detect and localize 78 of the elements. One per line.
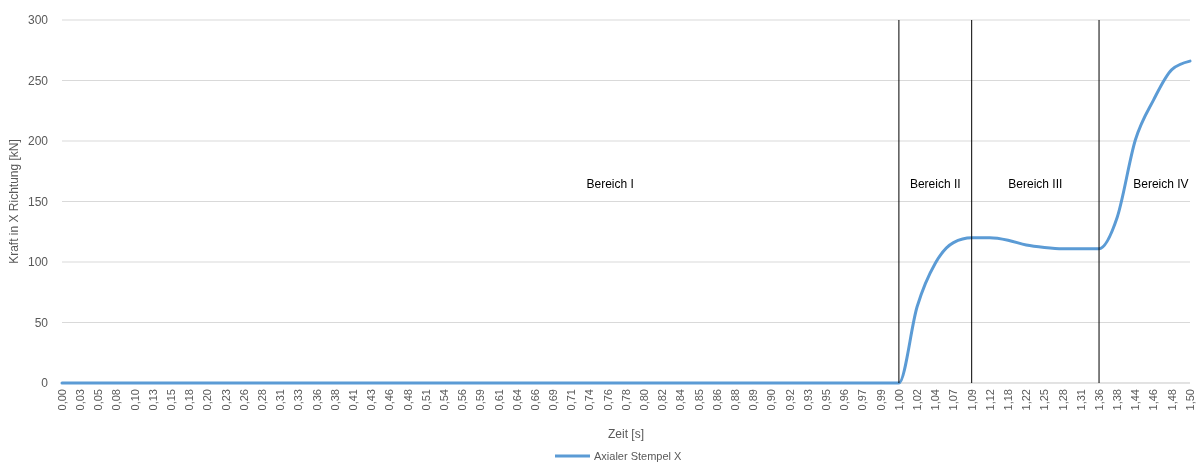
y-tick-label: 150 (27, 194, 49, 209)
legend-label: Axialer Stempel X (594, 449, 683, 462)
x-tick-label: 1,04 (929, 389, 942, 411)
x-tick-label: 0,84 (674, 389, 687, 411)
y-tick-label: 300 (27, 13, 49, 28)
x-tick-label: 0,00 (55, 389, 68, 411)
annotation: Bereich II (909, 176, 961, 191)
x-tick-label: 1,02 (910, 389, 923, 411)
x-tick-label: 0,59 (474, 389, 487, 411)
line-series (60, 59, 1192, 385)
y-tick-label: 50 (34, 315, 49, 330)
x-tick-label: 0,61 (492, 389, 505, 411)
x-tick-label: 0,66 (528, 389, 541, 411)
x-tick-label: 0,86 (710, 389, 723, 411)
x-axis-title: Zeit [s] (607, 427, 645, 441)
x-tick-label: 1,44 (1129, 389, 1142, 411)
x-tick-label: 1,00 (892, 389, 905, 411)
x-tick-label: 0,82 (656, 389, 669, 411)
x-tick-label: 0,13 (146, 389, 159, 411)
x-tick-label: 0,71 (565, 389, 578, 411)
x-tick-label: 0,80 (638, 389, 651, 411)
x-tick-label: 0,56 (456, 389, 469, 411)
x-tick-label: 0,78 (619, 389, 632, 411)
y-axis-title: Kraft in X Richtung [kN] (7, 139, 21, 264)
x-tick-label: 0,51 (419, 389, 432, 411)
annotation: Bereich III (1008, 176, 1063, 191)
x-tick-label: 0,36 (310, 389, 323, 411)
x-tick-label: 0,90 (765, 389, 778, 411)
x-tick-label: 0,92 (783, 389, 796, 411)
x-tick-label: 0,99 (874, 389, 887, 411)
x-tick-label: 0,20 (201, 389, 214, 411)
x-tick-label: 1,36 (1092, 389, 1105, 411)
x-tick-label: 1,12 (983, 389, 996, 411)
x-tick-label: 0,03 (74, 389, 87, 411)
y-tick-label: 200 (27, 134, 49, 149)
x-tick-label: 0,64 (510, 389, 523, 411)
x-tick-label: 1,28 (1056, 389, 1069, 411)
x-tick-label: 0,05 (92, 389, 105, 411)
x-tick-label: 1,18 (1001, 389, 1014, 411)
x-tick-label: 0,96 (838, 389, 851, 411)
x-tick-label: 1,46 (1147, 389, 1160, 411)
annotation: Bereich IV (1133, 176, 1189, 191)
x-tick-label: 0,38 (328, 389, 341, 411)
x-tick-label: 0,41 (346, 389, 359, 411)
x-tick-label: 0,93 (801, 389, 814, 411)
x-tick-label: 0,33 (292, 389, 305, 411)
x-tick-label: 1,22 (1020, 389, 1033, 411)
x-tick-label: 0,28 (255, 389, 268, 411)
x-tick-label: 0,76 (601, 389, 614, 411)
x-tick-label: 0,69 (547, 389, 560, 411)
x-tick-label: 0,18 (183, 389, 196, 411)
x-tick-label: 1,07 (947, 389, 960, 411)
x-tick-label: 0,08 (110, 389, 123, 411)
x-tick-label: 0,88 (729, 389, 742, 411)
x-tick-label: 0,23 (219, 389, 232, 411)
x-tick-label: 0,74 (583, 389, 596, 411)
x-tick-label: 1,25 (1038, 389, 1051, 411)
x-tick-label: 0,95 (819, 389, 832, 411)
x-tick-label: 0,10 (128, 389, 141, 411)
x-tick-label: 0,46 (383, 389, 396, 411)
x-tick-label: 1,48 (1165, 389, 1178, 411)
x-tick-label: 0,89 (747, 389, 760, 411)
x-tick-label: 1,31 (1074, 389, 1087, 411)
x-tick-label: 0,31 (274, 389, 287, 411)
x-tick-label: 0,26 (237, 389, 250, 411)
x-tick-label: 0,54 (437, 389, 450, 411)
x-tick-label: 1,38 (1111, 389, 1124, 411)
x-tick-label: 0,15 (165, 389, 178, 411)
x-tick-label: 0,48 (401, 389, 414, 411)
x-tick-label: 0,85 (692, 389, 705, 411)
y-tick-label: 100 (27, 255, 49, 270)
y-tick-label: 0 (41, 376, 49, 391)
x-tick-label: 1,50 (1183, 389, 1196, 411)
x-tick-label: 1,09 (965, 389, 978, 411)
annotation: Bereich I (586, 176, 634, 191)
x-tick-label: 0,43 (365, 389, 378, 411)
x-tick-label: 0,97 (856, 389, 869, 411)
y-tick-label: 250 (27, 73, 49, 88)
